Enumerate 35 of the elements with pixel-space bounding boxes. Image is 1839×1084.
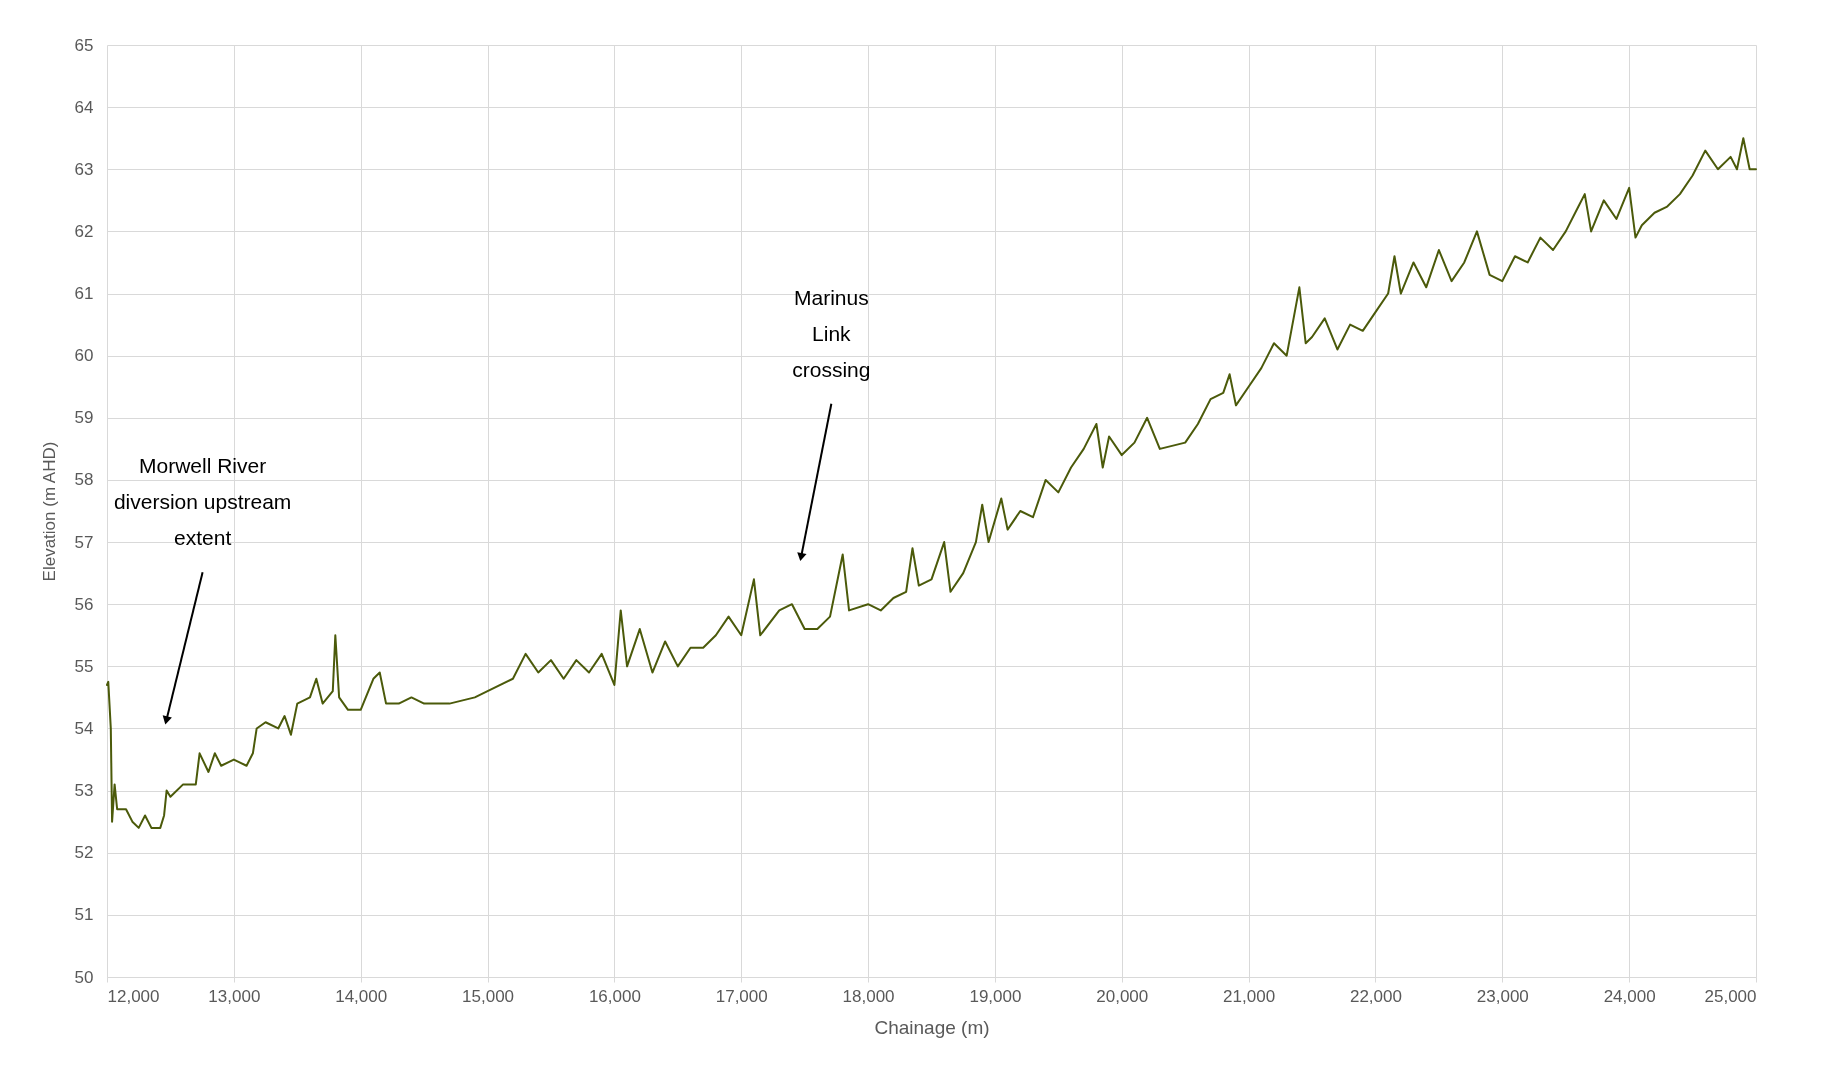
y-tick-label: 52 (74, 843, 94, 863)
y-tick-label: 60 (74, 346, 94, 366)
y-tick-label: 51 (74, 905, 94, 925)
x-tick-label: 12,000 (107, 986, 160, 1006)
x-tick-label: 17,000 (715, 986, 768, 1006)
y-tick-label: 53 (74, 781, 94, 801)
x-tick-label: 25,000 (1704, 986, 1757, 1006)
line-series (106, 137, 1757, 829)
x-tick-label: 23,000 (1476, 986, 1529, 1006)
y-tick-label: 64 (74, 97, 94, 117)
x-tick-label: 13,000 (208, 986, 261, 1006)
x-tick-label: 21,000 (1223, 986, 1276, 1006)
x-axis-title: Chainage (m) (874, 1016, 990, 1038)
x-tick-label: 19,000 (969, 986, 1022, 1006)
y-tick-label: 58 (74, 470, 94, 490)
y-tick-label: 50 (74, 967, 94, 987)
x-tick-label: 15,000 (462, 986, 515, 1006)
y-tick-label: 63 (74, 159, 94, 179)
x-tick-label: 24,000 (1603, 986, 1656, 1006)
y-tick-label: 65 (74, 35, 94, 55)
x-tick-label: 20,000 (1096, 986, 1149, 1006)
annotation: Marinus Link crossing (792, 285, 871, 381)
annotation: Morwell River diversion upstream extent (113, 454, 292, 550)
x-tick-label: 18,000 (842, 986, 895, 1006)
x-tick-label: 16,000 (588, 986, 641, 1006)
x-tick-label: 14,000 (335, 986, 388, 1006)
y-tick-label: 61 (74, 284, 94, 304)
y-tick-label: 56 (74, 594, 94, 614)
x-tick-label: 22,000 (1349, 986, 1402, 1006)
y-tick-label: 55 (74, 656, 94, 676)
y-tick-label: 62 (74, 221, 94, 241)
y-tick-label: 57 (74, 532, 94, 552)
y-axis-title: Elevation (m AHD) (39, 441, 59, 582)
y-tick-label: 59 (74, 408, 94, 428)
y-tick-label: 54 (74, 718, 94, 738)
